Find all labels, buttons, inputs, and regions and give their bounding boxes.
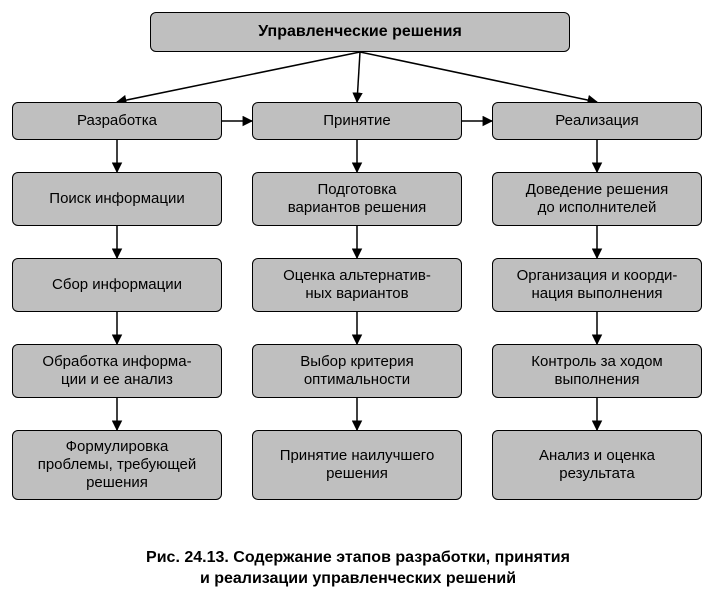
node-label: Организация и коорди-нация выполнения [517, 267, 678, 303]
node-label: Реализация [555, 112, 638, 130]
caption-line2: и реализации управленческих решений [200, 570, 516, 587]
node-c2_4: Принятие наилучшегорешения [252, 430, 462, 500]
edge-root-c2_h [357, 52, 360, 102]
node-label: Выбор критерияоптимальности [300, 353, 413, 389]
node-c2_1: Подготовкавариантов решения [252, 172, 462, 226]
node-c1_h: Разработка [12, 102, 222, 140]
node-label: Контроль за ходомвыполнения [531, 353, 662, 389]
node-c2_h: Принятие [252, 102, 462, 140]
node-c3_1: Доведение решениядо исполнителей [492, 172, 702, 226]
node-c3_3: Контроль за ходомвыполнения [492, 344, 702, 398]
node-label: Оценка альтернатив-ных вариантов [283, 267, 431, 303]
node-c2_2: Оценка альтернатив-ных вариантов [252, 258, 462, 312]
node-label: Поиск информации [49, 190, 184, 208]
node-label: Разработка [77, 112, 157, 130]
node-c3_4: Анализ и оценкарезультата [492, 430, 702, 500]
node-c3_2: Организация и коорди-нация выполнения [492, 258, 702, 312]
node-c3_h: Реализация [492, 102, 702, 140]
node-label: Формулировкапроблемы, требующейрешения [38, 438, 197, 492]
node-c1_4: Формулировкапроблемы, требующейрешения [12, 430, 222, 500]
flowchart-canvas: Управленческие решения Разработка Принятие… [0, 0, 716, 600]
edge-root-c3_h [360, 52, 597, 102]
node-label: Управленческие решения [258, 22, 462, 41]
node-label: Принятие наилучшегорешения [280, 447, 435, 483]
caption-line1: Рис. 24.13. Содержание этапов разработки… [146, 549, 570, 566]
node-label: Анализ и оценкарезультата [539, 447, 655, 483]
node-label: Подготовкавариантов решения [288, 181, 427, 217]
node-c1_2: Сбор информации [12, 258, 222, 312]
node-label: Доведение решениядо исполнителей [526, 181, 669, 217]
node-label: Сбор информации [52, 276, 182, 294]
node-label: Принятие [323, 112, 391, 130]
node-c1_1: Поиск информации [12, 172, 222, 226]
figure-caption: Рис. 24.13. Содержание этапов разработки… [0, 548, 716, 590]
node-label: Обработка информа-ции и ее анализ [42, 353, 191, 389]
node-c2_3: Выбор критерияоптимальности [252, 344, 462, 398]
node-root: Управленческие решения [150, 12, 570, 52]
node-c1_3: Обработка информа-ции и ее анализ [12, 344, 222, 398]
edge-root-c1_h [117, 52, 360, 102]
